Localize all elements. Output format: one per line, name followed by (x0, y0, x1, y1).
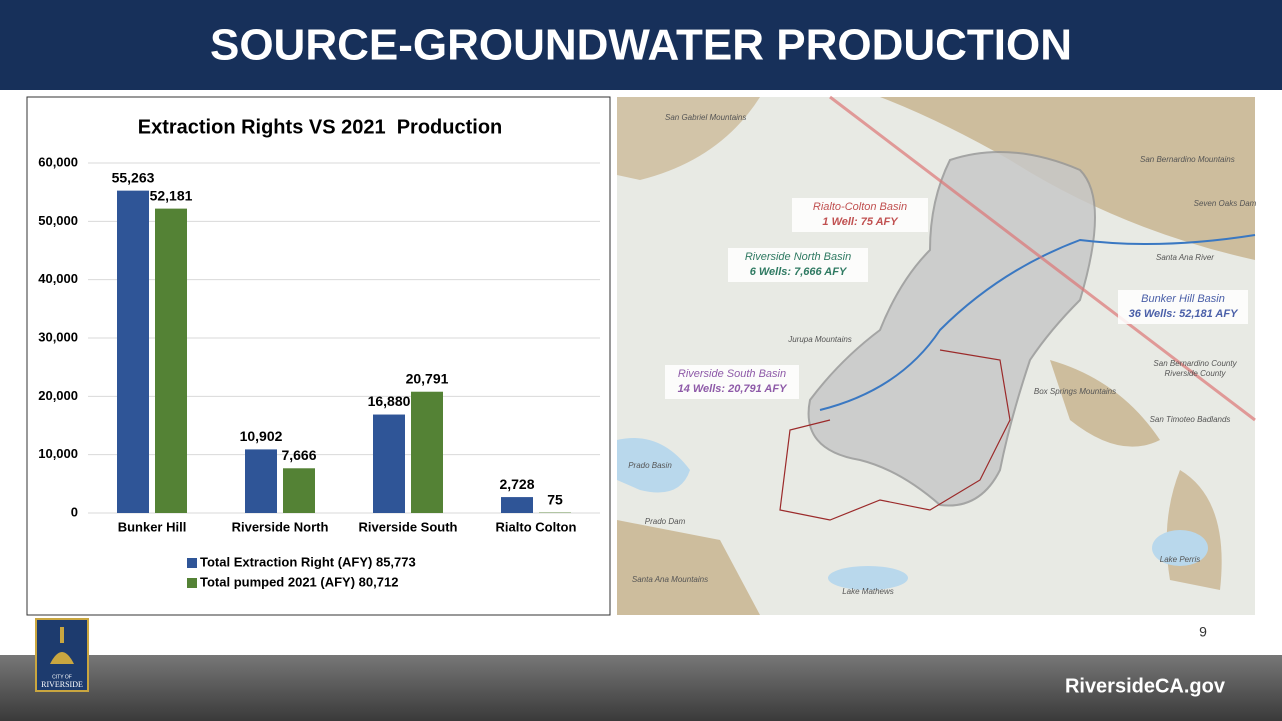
map-place: Santa Ana River (1156, 253, 1214, 262)
value-label: 16,880 (368, 393, 411, 409)
bar (117, 191, 149, 513)
basin-wells: 36 Wells: 52,181 AFY (1129, 308, 1239, 320)
map-place: Prado Dam (645, 517, 686, 526)
map-place: Prado Basin (628, 461, 672, 470)
page-number: 9 (1199, 624, 1207, 640)
basin-name: Bunker Hill Basin (1141, 293, 1225, 305)
x-tick-label: Rialto Colton (496, 519, 577, 534)
map-place: San Bernardino County (1153, 359, 1237, 368)
bar (155, 209, 187, 513)
logo-cross (60, 627, 64, 643)
bar (501, 497, 533, 513)
logo: CITY OF RIVERSIDE (36, 619, 88, 691)
value-label: 52,181 (150, 187, 193, 203)
slide-title: SOURCE-GROUNDWATER PRODUCTION (210, 21, 1072, 70)
value-label: 10,902 (240, 428, 283, 444)
y-tick-label: 60,000 (38, 154, 78, 169)
legend-label: Total Extraction Right (AFY) 85,773 (200, 554, 416, 569)
basin-wells: 6 Wells: 7,666 AFY (750, 266, 848, 278)
basin-name: Riverside South Basin (678, 368, 786, 380)
map-place: San Gabriel Mountains (665, 113, 746, 122)
map-place: Box Springs Mountains (1034, 387, 1116, 396)
map-place: Santa Ana Mountains (632, 575, 708, 584)
value-label: 75 (547, 491, 563, 507)
map-place: Jurupa Mountains (787, 335, 852, 344)
y-tick-label: 20,000 (38, 388, 78, 403)
bar (411, 392, 443, 513)
map-place: Seven Oaks Dam (1194, 199, 1257, 208)
map-place: Riverside County (1165, 369, 1227, 378)
map-place: San Timoteo Badlands (1150, 415, 1231, 424)
slide: SOURCE-GROUNDWATER PRODUCTION RiversideC… (0, 0, 1282, 721)
value-label: 55,263 (112, 169, 155, 185)
basin-wells: 1 Well: 75 AFY (822, 216, 899, 228)
footer-url: RiversideCA.gov (1065, 675, 1226, 697)
legend-swatch (187, 578, 197, 588)
x-tick-label: Bunker Hill (118, 519, 187, 534)
basin-wells: 14 Wells: 20,791 AFY (678, 383, 788, 395)
legend-label: Total pumped 2021 (AFY) 80,712 (200, 574, 398, 589)
bar (373, 415, 405, 513)
map-place: Lake Mathews (842, 587, 894, 596)
chart-title: Extraction Rights VS 2021 Production (138, 116, 503, 138)
basin-name: Rialto-Colton Basin (813, 201, 907, 213)
bar (245, 449, 277, 513)
y-tick-label: 50,000 (38, 213, 78, 228)
bar (283, 468, 315, 513)
slide-canvas: SOURCE-GROUNDWATER PRODUCTION RiversideC… (0, 0, 1282, 721)
x-tick-label: Riverside North (232, 519, 329, 534)
value-label: 2,728 (499, 476, 534, 492)
y-tick-label: 10,000 (38, 446, 78, 461)
map: San Gabriel Mountains San Bernardino Mou… (617, 97, 1257, 615)
value-label: 7,666 (281, 447, 316, 463)
y-tick-label: 0 (71, 504, 78, 519)
logo-name: RIVERSIDE (41, 680, 83, 689)
map-place: Lake Perris (1160, 555, 1200, 564)
legend-swatch (187, 558, 197, 568)
value-label: 20,791 (406, 370, 449, 386)
y-tick-label: 40,000 (38, 271, 78, 286)
basin-name: Riverside North Basin (745, 251, 851, 263)
y-tick-label: 30,000 (38, 329, 78, 344)
x-tick-label: Riverside South (359, 519, 458, 534)
map-place: San Bernardino Mountains (1140, 155, 1235, 164)
